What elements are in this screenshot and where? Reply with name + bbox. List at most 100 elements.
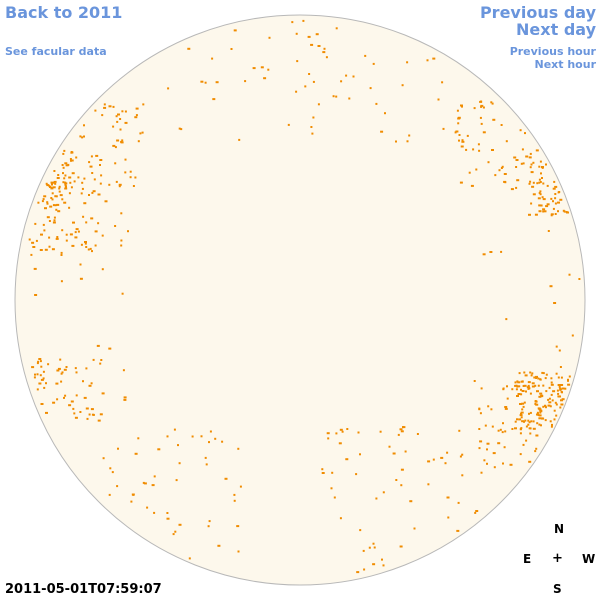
facula-point <box>208 520 211 523</box>
facula-point <box>553 302 557 304</box>
facula-point <box>81 181 84 184</box>
facula-point <box>263 77 267 80</box>
facula-point <box>521 420 525 423</box>
facula-point <box>99 164 101 166</box>
facula-point <box>554 213 557 215</box>
facula-point <box>359 529 362 532</box>
facula-point <box>551 423 553 426</box>
facula-point <box>375 497 378 500</box>
facula-point <box>550 393 553 396</box>
facula-point <box>530 163 533 166</box>
facula-point <box>187 47 191 50</box>
facula-point <box>535 434 539 437</box>
facula-point <box>444 462 447 465</box>
facula-point <box>446 496 450 499</box>
previous-hour-link[interactable]: Previous hour <box>509 45 596 58</box>
facula-point <box>542 405 545 408</box>
facula-point <box>557 210 559 213</box>
next-hour-link[interactable]: Next hour <box>534 58 597 71</box>
facula-point <box>335 27 338 30</box>
facula-point <box>92 190 96 193</box>
facula-point <box>532 181 535 184</box>
facula-point <box>207 525 210 528</box>
facula-point <box>91 191 94 194</box>
facula-point <box>357 431 360 434</box>
facula-point <box>304 85 307 88</box>
facula-point <box>549 405 552 408</box>
facula-point <box>525 439 528 442</box>
facula-point <box>64 183 67 186</box>
facula-point <box>99 159 103 161</box>
facula-point <box>244 80 247 83</box>
facula-point <box>497 442 501 445</box>
facula-point <box>535 403 539 406</box>
facula-point <box>501 431 504 434</box>
facula-point <box>557 392 560 395</box>
facula-point <box>55 208 58 211</box>
back-to-year-link[interactable]: Back to 2011 <box>5 3 123 22</box>
facula-point <box>510 188 514 191</box>
facula-point <box>472 148 475 151</box>
facula-point <box>52 401 56 404</box>
facula-point <box>542 384 545 387</box>
facula-point <box>538 423 541 426</box>
facula-point <box>517 381 521 384</box>
facula-point <box>40 233 43 236</box>
facula-point <box>542 210 545 213</box>
next-day-link[interactable]: Next day <box>516 20 596 39</box>
facula-point <box>522 385 525 387</box>
facula-point <box>291 21 294 24</box>
facula-point <box>534 384 537 387</box>
facula-point <box>57 210 61 213</box>
facula-point <box>54 182 57 185</box>
facula-point <box>568 273 571 276</box>
facula-point <box>550 383 554 386</box>
facula-point <box>49 186 51 188</box>
facula-point <box>102 457 105 460</box>
facula-point <box>267 68 270 71</box>
facula-point <box>556 389 559 392</box>
facula-point <box>88 384 92 387</box>
facula-point <box>58 187 61 190</box>
see-facular-data-link[interactable]: See facular data <box>5 45 107 58</box>
facula-point <box>520 411 524 414</box>
facula-point <box>552 200 554 203</box>
facula-point <box>515 166 518 168</box>
facula-point <box>511 428 514 430</box>
facula-point <box>237 447 240 450</box>
facula-point <box>521 390 525 392</box>
facula-point <box>519 414 523 417</box>
facula-point <box>325 56 328 59</box>
facula-point <box>511 388 514 391</box>
facula-point <box>90 382 93 385</box>
facula-point <box>516 179 520 182</box>
facula-point <box>120 212 123 215</box>
facula-point <box>480 104 484 107</box>
facula-point <box>539 392 543 395</box>
facula-point <box>70 151 73 154</box>
facula-point <box>427 460 431 463</box>
facula-point <box>522 443 525 446</box>
facula-point <box>549 420 552 423</box>
facula-point <box>550 214 553 217</box>
facula-point <box>459 181 463 184</box>
facula-point <box>32 246 36 248</box>
facula-point <box>473 107 476 110</box>
facula-point <box>535 447 538 450</box>
previous-day-link[interactable]: Previous day <box>479 3 596 22</box>
facula-point <box>381 558 383 561</box>
facula-point <box>112 105 115 108</box>
facula-point <box>64 174 67 177</box>
facula-point <box>545 205 549 208</box>
facula-point <box>83 396 87 399</box>
facula-point <box>55 195 58 198</box>
facula-point <box>116 120 119 123</box>
facula-point <box>409 500 413 503</box>
facula-point <box>58 185 61 188</box>
facula-point <box>521 402 525 405</box>
facula-point <box>550 377 553 380</box>
facula-point <box>142 103 145 106</box>
facula-point <box>544 404 547 407</box>
facula-point <box>96 344 100 347</box>
facula-point <box>522 162 525 165</box>
